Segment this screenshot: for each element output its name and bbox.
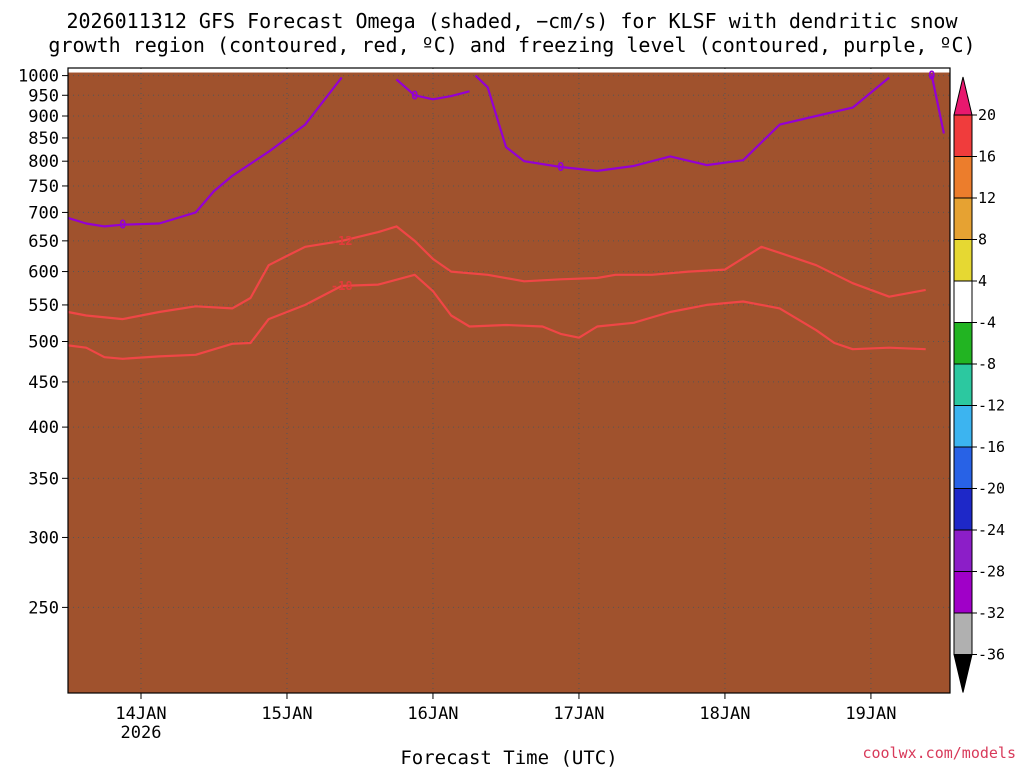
y-tick-label: 950 (28, 86, 59, 106)
colorbar-segment (953, 446, 973, 489)
colorbar-segment (953, 156, 973, 199)
colorbar-segment (953, 488, 973, 531)
y-tick-label: 250 (28, 598, 59, 618)
colorbar-tick-label: -20 (978, 480, 1005, 498)
grid-lines (68, 68, 950, 693)
contour-label: 0 (411, 88, 418, 102)
colorbar-segment (953, 529, 973, 572)
y-tick-label: 300 (28, 528, 59, 548)
contour-label: 0 (557, 160, 564, 174)
chart-title-line2: growth region (contoured, red, ºC) and f… (48, 33, 975, 57)
contour-line (930, 75, 945, 134)
contour-line (67, 225, 926, 321)
contour-line (395, 78, 470, 101)
y-tick-label: 400 (28, 418, 59, 438)
colorbar-top-arrow (953, 76, 973, 116)
contour-lines: -18 -12 0 0 0 0 (67, 69, 945, 360)
contour-label: 0 (119, 218, 126, 232)
colorbar-tick-label: -32 (978, 604, 1005, 622)
credit-text: coolwx.com/models (862, 744, 1016, 762)
contour-label: -12 (331, 234, 353, 248)
y-tick-label: 600 (28, 263, 59, 283)
x-tick-label: 18JAN (699, 704, 750, 724)
colorbar-segment (953, 239, 973, 282)
contour-line (67, 273, 926, 360)
x-tick-sublabel: 2026 (121, 723, 162, 743)
colorbar-tick-label: -36 (978, 646, 1005, 664)
contour-label: 0 (928, 69, 935, 83)
colorbar-tick-label: -12 (978, 397, 1005, 415)
x-tick-label: 15JAN (261, 704, 312, 724)
colorbar-segment (953, 197, 973, 240)
y-tick-label: 700 (28, 203, 59, 223)
colorbar-tick-label: 16 (978, 148, 996, 166)
colorbar: 20 16 12 8 4 -4 -8 -12 -16 -20 -24 -28 -32 -36 (953, 76, 1005, 693)
x-tick-label: 19JAN (845, 704, 896, 724)
colorbar-tick-label: 4 (978, 272, 987, 290)
ground-strip (68, 72, 950, 694)
colorbar-segment (953, 571, 973, 614)
colorbar-tick-label: -28 (978, 563, 1005, 581)
y-tick-label: 500 (28, 332, 59, 352)
colorbar-tick-label: -16 (978, 438, 1005, 456)
x-tick-label: 16JAN (407, 704, 458, 724)
colorbar-segment (953, 363, 973, 406)
colorbar-tick-label: -4 (978, 314, 996, 332)
plot-frame (67, 67, 951, 694)
colorbar-tick-label: 8 (978, 231, 987, 249)
x-tick-label: 14JAN (115, 704, 166, 724)
colorbar-tick-label: -24 (978, 521, 1005, 539)
y-tick-label: 350 (28, 469, 59, 489)
colorbar-segment (953, 114, 973, 157)
colorbar-segment (953, 322, 973, 365)
y-tick-label: 900 (28, 107, 59, 127)
plot-area: -18 -12 0 0 0 0 (67, 67, 951, 694)
x-axis-label: Forecast Time (UTC) (400, 747, 617, 768)
contour-line (474, 74, 890, 172)
colorbar-tick-label: -8 (978, 355, 996, 373)
chart-title-line1: 2026011312 GFS Forecast Omega (shaded, −… (66, 9, 958, 33)
y-axis: 2503003504004505005506006507007508008509… (18, 67, 68, 618)
ground-layer (68, 72, 950, 694)
y-tick-label: 450 (28, 373, 59, 393)
y-tick-label: 650 (28, 232, 59, 252)
colorbar-bottom-arrow (953, 654, 973, 693)
colorbar-segment (953, 280, 973, 323)
x-tick-label: 17JAN (553, 704, 604, 724)
y-tick-label: 850 (28, 129, 59, 149)
colorbar-segment (953, 405, 973, 448)
y-tick-label: 800 (28, 152, 59, 172)
y-tick-label: 1000 (18, 67, 59, 87)
y-tick-label: 550 (28, 296, 59, 316)
y-tick-label: 750 (28, 177, 59, 197)
contour-line (67, 76, 343, 228)
contour-label: -18 (331, 279, 353, 293)
colorbar-segment (953, 612, 973, 655)
colorbar-tick-label: 20 (978, 106, 996, 124)
colorbar-tick-label: 12 (978, 189, 996, 207)
